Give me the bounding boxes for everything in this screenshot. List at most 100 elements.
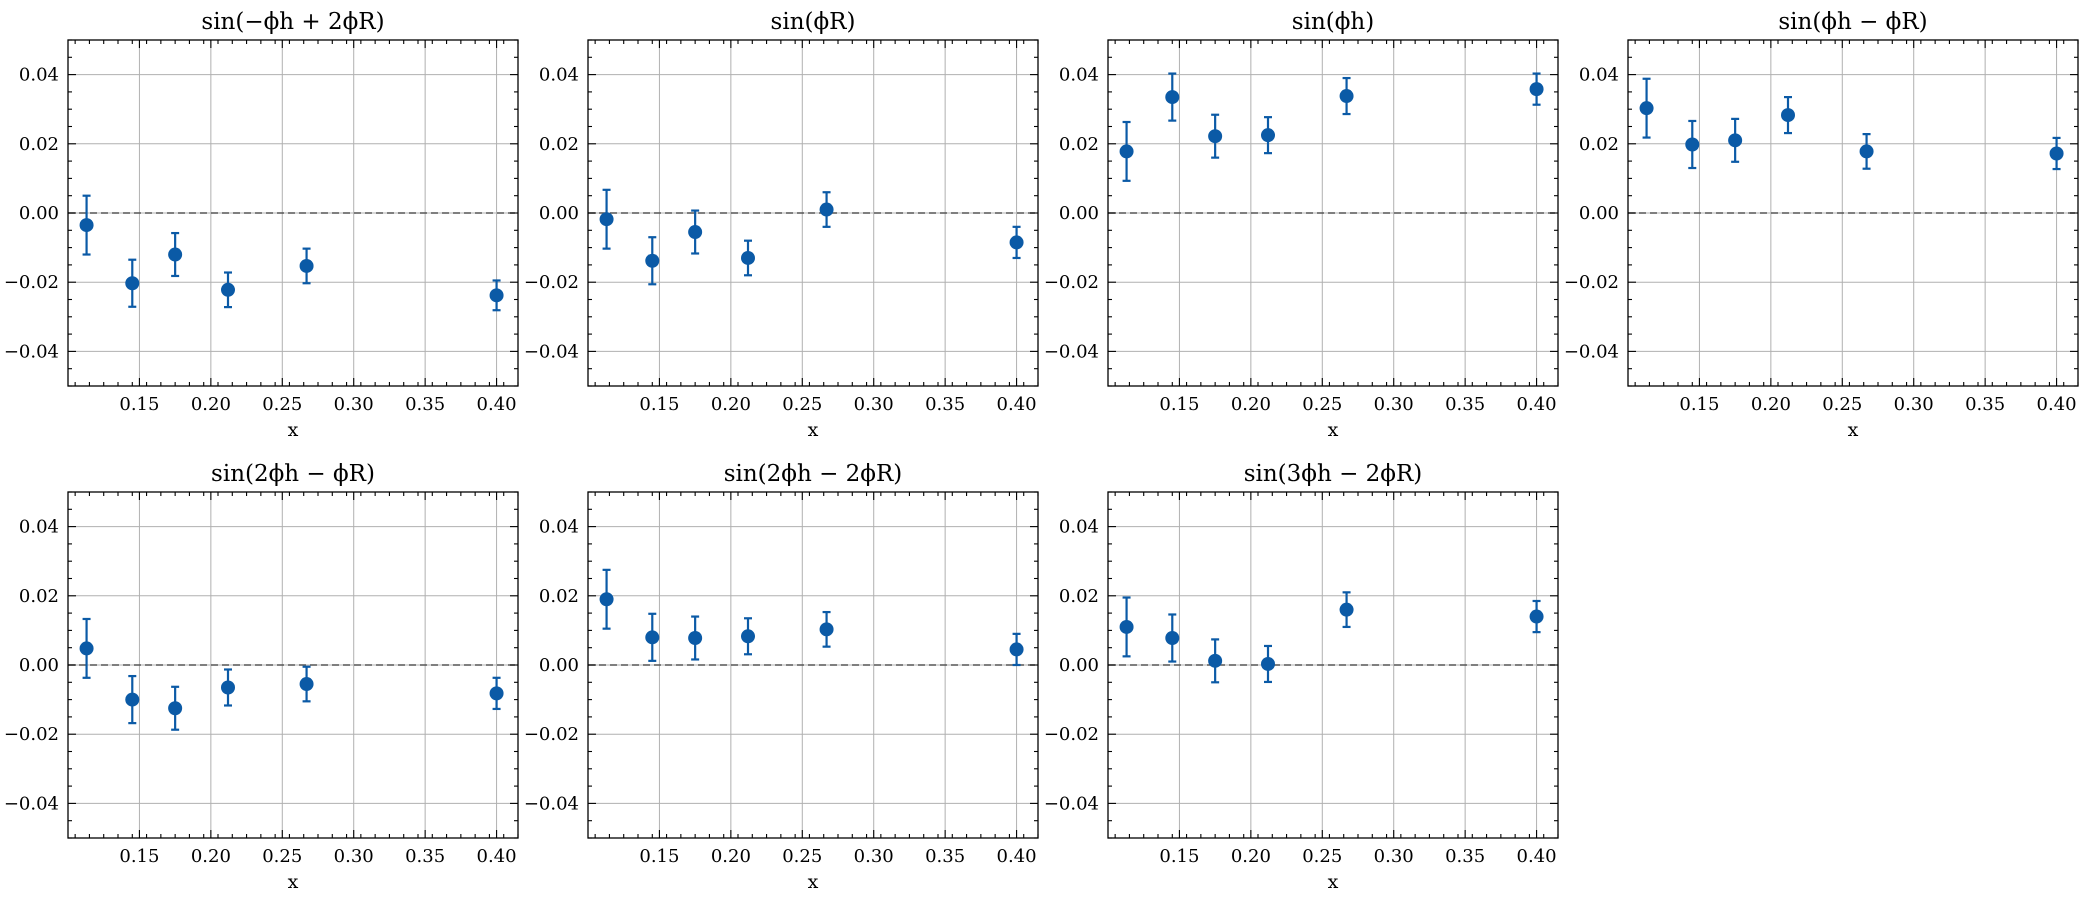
x-tick-label: 0.25 [262, 846, 302, 867]
x-axis-label: x [288, 871, 299, 893]
data-point [2049, 146, 2064, 161]
data-point [221, 282, 235, 297]
axes-frame [67, 491, 519, 839]
axes-frame [1627, 39, 2079, 387]
x-tick-label: 0.35 [1965, 394, 2005, 415]
x-tick-label: 0.25 [1302, 846, 1342, 867]
x-tick-label: 0.15 [1679, 394, 1719, 415]
data-point [79, 641, 94, 656]
x-tick-label: 0.20 [711, 394, 751, 415]
x-tick-label: 0.40 [477, 394, 517, 415]
y-tick-label: −0.04 [524, 793, 579, 814]
subplot-6: 0.15 0.20 0.25 0.30 0.35 0.40 −0.04 −0.02 0.00 0.… [524, 461, 1039, 893]
data-point [688, 631, 703, 646]
x-tick-label: 0.15 [639, 846, 679, 867]
data-point [645, 253, 660, 268]
x-tick-label: 0.40 [1517, 846, 1557, 867]
y-tick-label: −0.02 [524, 272, 579, 293]
x-tick-label: 0.30 [1374, 394, 1414, 415]
data-point [819, 622, 834, 637]
x-tick-label: 0.35 [1445, 846, 1485, 867]
y-tick-label: −0.04 [1044, 793, 1099, 814]
y-tick-label: −0.02 [1044, 272, 1099, 293]
y-tick-label: 0.00 [1059, 203, 1099, 224]
x-tick-label: 0.35 [405, 394, 445, 415]
subplot-4: 0.15 0.20 0.25 0.30 0.35 0.40 −0.04 −0.02 0.00 0.… [1564, 9, 2079, 441]
data-point [125, 276, 140, 291]
x-tick-label: 0.25 [782, 846, 822, 867]
y-tick-label: 0.02 [539, 134, 579, 155]
y-tick-label: 0.04 [539, 517, 579, 538]
x-tick-label: 0.25 [782, 394, 822, 415]
y-tick-label: −0.04 [524, 341, 579, 362]
data-point [1859, 144, 1874, 159]
data-point [1119, 619, 1134, 634]
y-tick-label: 0.02 [1059, 586, 1099, 607]
data-point [1339, 602, 1354, 617]
x-tick-label: 0.15 [1159, 394, 1199, 415]
data-point [599, 592, 614, 607]
subplot-5: 0.15 0.20 0.25 0.30 0.35 0.40 −0.04 −0.02 0.00 0.… [4, 461, 519, 893]
x-tick-label: 0.30 [854, 846, 894, 867]
x-tick-label: 0.20 [191, 846, 231, 867]
y-tick-label: 0.00 [19, 203, 59, 224]
subplot-title: sin(2ϕh − 2ϕR) [724, 461, 903, 487]
y-tick-label: −0.02 [1564, 272, 1619, 293]
subplot-title: sin(ϕh) [1292, 9, 1374, 35]
x-tick-label: 0.40 [477, 846, 517, 867]
y-tick-label: 0.02 [19, 134, 59, 155]
x-axis-label: x [808, 419, 819, 441]
x-tick-label: 0.40 [997, 846, 1037, 867]
data-point [1261, 128, 1275, 143]
y-tick-label: 0.02 [539, 586, 579, 607]
subplot-title: sin(ϕh − ϕR) [1778, 9, 1927, 35]
data-point [819, 202, 834, 217]
x-tick-label: 0.40 [997, 394, 1037, 415]
x-tick-label: 0.35 [925, 846, 965, 867]
data-point [489, 686, 504, 701]
y-tick-label: 0.02 [1059, 134, 1099, 155]
y-tick-label: 0.00 [1059, 655, 1099, 676]
y-tick-label: 0.04 [19, 65, 59, 86]
y-tick-label: 0.00 [539, 203, 579, 224]
data-point [1119, 144, 1134, 159]
axes-frame [1107, 491, 1559, 839]
data-point [489, 288, 504, 303]
axes-frame [1107, 39, 1559, 387]
data-point [1261, 656, 1275, 671]
subplot-title: sin(3ϕh − 2ϕR) [1244, 461, 1423, 487]
data-point [299, 677, 314, 692]
data-point [1639, 101, 1654, 116]
x-tick-label: 0.40 [1517, 394, 1557, 415]
data-point [1009, 642, 1024, 657]
y-tick-label: −0.04 [1044, 341, 1099, 362]
axes-frame [67, 39, 519, 387]
x-tick-label: 0.20 [1751, 394, 1791, 415]
x-tick-label: 0.15 [119, 846, 159, 867]
y-tick-label: 0.04 [539, 65, 579, 86]
y-tick-label: −0.04 [4, 793, 59, 814]
x-tick-label: 0.25 [1822, 394, 1862, 415]
x-tick-label: 0.30 [1374, 846, 1414, 867]
data-point [1009, 235, 1024, 250]
data-point [1728, 133, 1743, 148]
y-tick-label: −0.04 [4, 341, 59, 362]
x-axis-label: x [1328, 871, 1339, 893]
y-tick-label: 0.00 [1579, 203, 1619, 224]
data-point [741, 250, 755, 265]
data-point [1208, 653, 1223, 668]
data-point [599, 212, 614, 227]
x-tick-label: 0.20 [191, 394, 231, 415]
y-tick-label: 0.04 [1579, 65, 1619, 86]
subplot-title: sin(−ϕh + 2ϕR) [201, 9, 384, 35]
data-point [1685, 137, 1700, 152]
subplot-7: 0.15 0.20 0.25 0.30 0.35 0.40 −0.04 −0.02 0.00 0.… [1044, 461, 1559, 893]
subplot-3: 0.15 0.20 0.25 0.30 0.35 0.40 −0.04 −0.02 0.00 0.… [1044, 9, 1559, 441]
y-tick-label: −0.02 [4, 724, 59, 745]
x-tick-label: 0.30 [334, 846, 374, 867]
y-tick-label: 0.04 [1059, 517, 1099, 538]
data-point [1165, 631, 1180, 646]
data-point [79, 218, 94, 233]
x-tick-label: 0.15 [119, 394, 159, 415]
y-tick-label: 0.02 [19, 586, 59, 607]
